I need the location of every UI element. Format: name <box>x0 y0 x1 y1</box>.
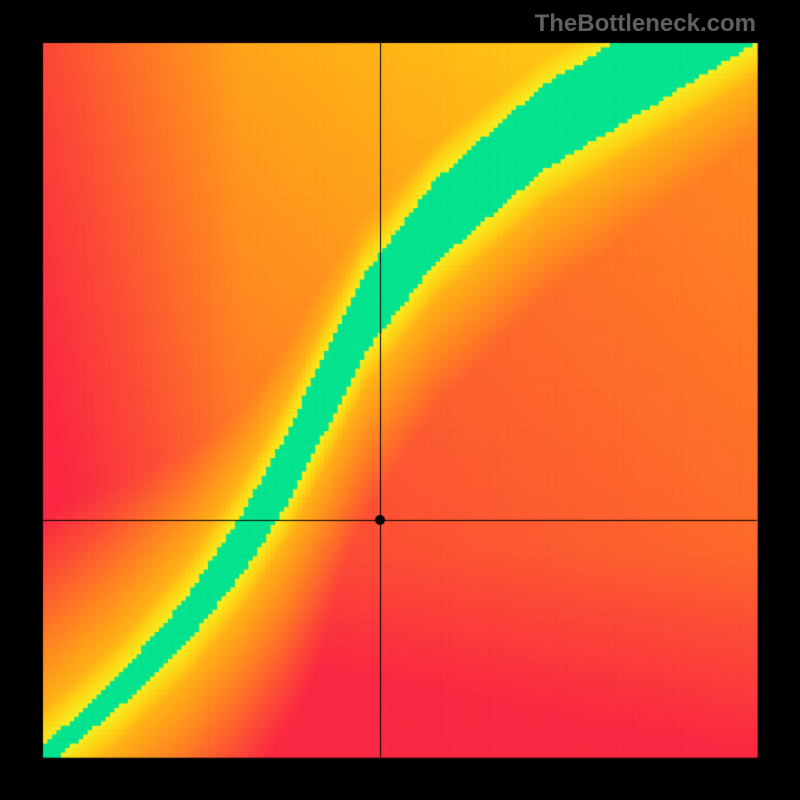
watermark-text: TheBottleneck.com <box>535 10 756 38</box>
bottleneck-heatmap <box>0 0 800 800</box>
